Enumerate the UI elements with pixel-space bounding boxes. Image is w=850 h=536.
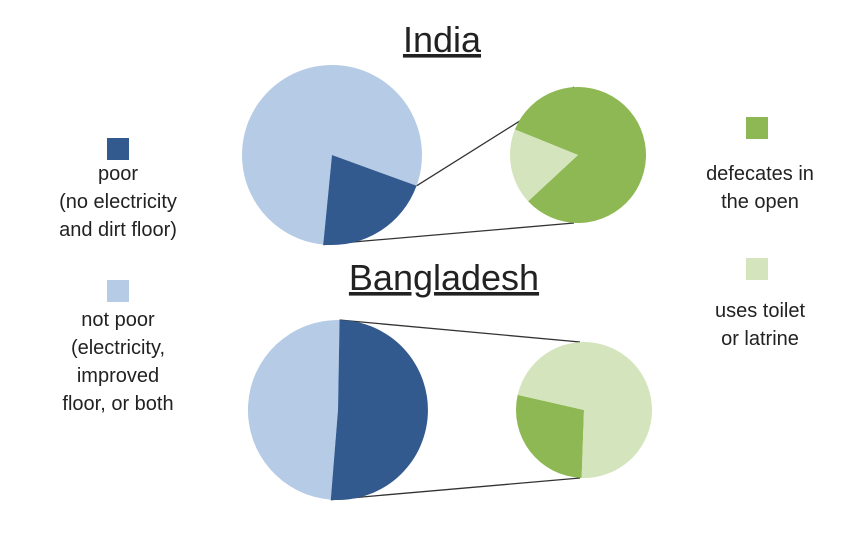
legend-swatch-poor (107, 138, 129, 160)
slice-poor-bangladesh (330, 320, 428, 500)
title-bangladesh: Bangladesh (349, 257, 539, 298)
legend-label-not-poor: not poor (electricity, improved floor, o… (62, 309, 174, 415)
slice-not-poor-india (241, 64, 422, 245)
title-india: India (403, 19, 482, 60)
detail-slice-defecates-in-the-open-bangladesh (515, 394, 584, 478)
slice-not-poor-bangladesh (247, 319, 340, 500)
legend-label-toilet: uses toilet or latrine (714, 300, 806, 350)
detail-slice-uses-toilet-or-latrine-india (510, 129, 578, 202)
legend-label-open-defecation: defecates in the open (706, 163, 814, 213)
detail-slice-uses-toilet-or-latrine-bangladesh (517, 342, 652, 479)
connector-bottom-bangladesh (330, 477, 581, 501)
legend-label-poor: poor (no electricity and dirt floor) (59, 163, 177, 241)
legend-swatch-open-defecation (746, 117, 768, 139)
connector-bottom-india (323, 222, 575, 246)
legend-swatch-not-poor (107, 280, 129, 302)
legend-swatch-toilet (746, 258, 768, 280)
detail-slice-defecates-in-the-open-india (514, 86, 647, 223)
connector-top-bangladesh (339, 319, 581, 343)
slice-poor-india (323, 155, 417, 245)
